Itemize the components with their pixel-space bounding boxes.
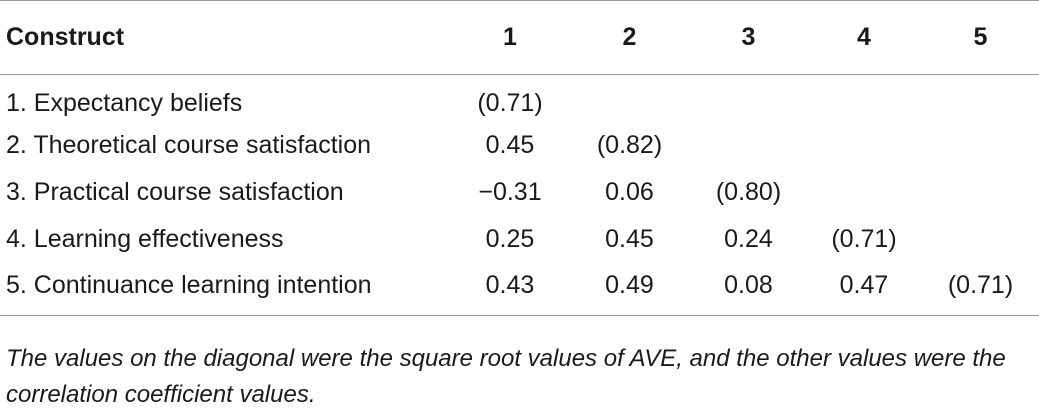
table-cell: −0.31 bbox=[478, 177, 542, 206]
table-cell bbox=[691, 75, 806, 122]
table-row: 1. Expectancy beliefs (0.71) bbox=[0, 75, 1039, 122]
table-cell bbox=[922, 169, 1039, 216]
table-cell: 0.08 bbox=[691, 262, 806, 316]
table-row: 3. Practical course satisfaction −0.31 0… bbox=[0, 169, 1039, 216]
table-cell: 0.43 bbox=[452, 262, 568, 316]
header-col-4: 4 bbox=[806, 0, 922, 75]
correlation-table: Construct 1 2 3 4 5 1. Expectancy belief… bbox=[0, 0, 1039, 316]
table-cell: 0.45 bbox=[485, 130, 535, 159]
header-construct: Construct bbox=[0, 0, 452, 75]
construct-label: 2. Theoretical course satisfaction bbox=[6, 130, 372, 159]
table-cell: 0.45 bbox=[605, 224, 654, 253]
table-row: 2. Theoretical course satisfaction 0.45 … bbox=[0, 122, 1039, 169]
header-col-3: 3 bbox=[691, 0, 806, 75]
header-col-5: 5 bbox=[922, 0, 1039, 75]
table-cell bbox=[806, 75, 922, 122]
table-cell: 0.49 bbox=[568, 262, 691, 316]
table-row: 5. Continuance learning intention 0.43 0… bbox=[0, 262, 1039, 316]
table-cell bbox=[922, 75, 1039, 122]
table-row: 4. Learning effectiveness 0.25 0.45 0.24… bbox=[0, 216, 1039, 263]
construct-label: 1. Expectancy beliefs bbox=[6, 88, 243, 117]
table-cell bbox=[806, 122, 922, 169]
table-cell bbox=[691, 122, 806, 169]
table-cell: (0.71) bbox=[831, 224, 897, 253]
table-cell bbox=[568, 75, 691, 122]
table-cell: (0.71) bbox=[477, 88, 543, 117]
table-cell: 0.06 bbox=[605, 177, 654, 206]
table-cell: (0.80) bbox=[715, 177, 782, 206]
correlation-table-container: Construct 1 2 3 4 5 1. Expectancy belief… bbox=[0, 0, 1039, 316]
construct-label: 5. Continuance learning intention bbox=[0, 262, 452, 316]
table-cell: (0.71) bbox=[922, 262, 1039, 316]
table-footnote: The values on the diagonal were the squa… bbox=[6, 345, 1006, 408]
table-cell: (0.82) bbox=[596, 130, 663, 159]
table-cell: 0.24 bbox=[724, 224, 773, 253]
table-cell: 0.47 bbox=[806, 262, 922, 316]
header-col-2: 2 bbox=[568, 0, 691, 75]
construct-label: 4. Learning effectiveness bbox=[6, 224, 284, 253]
table-cell bbox=[922, 216, 1039, 263]
construct-label: 3. Practical course satisfaction bbox=[6, 177, 344, 206]
table-cell: 0.25 bbox=[485, 224, 535, 253]
header-col-1: 1 bbox=[452, 0, 568, 75]
table-cell bbox=[806, 169, 922, 216]
table-header-row: Construct 1 2 3 4 5 bbox=[0, 0, 1039, 75]
table-cell bbox=[922, 122, 1039, 169]
